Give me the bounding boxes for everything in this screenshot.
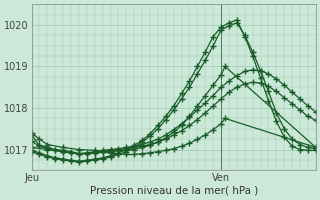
X-axis label: Pression niveau de la mer( hPa ): Pression niveau de la mer( hPa ) xyxy=(90,186,258,196)
